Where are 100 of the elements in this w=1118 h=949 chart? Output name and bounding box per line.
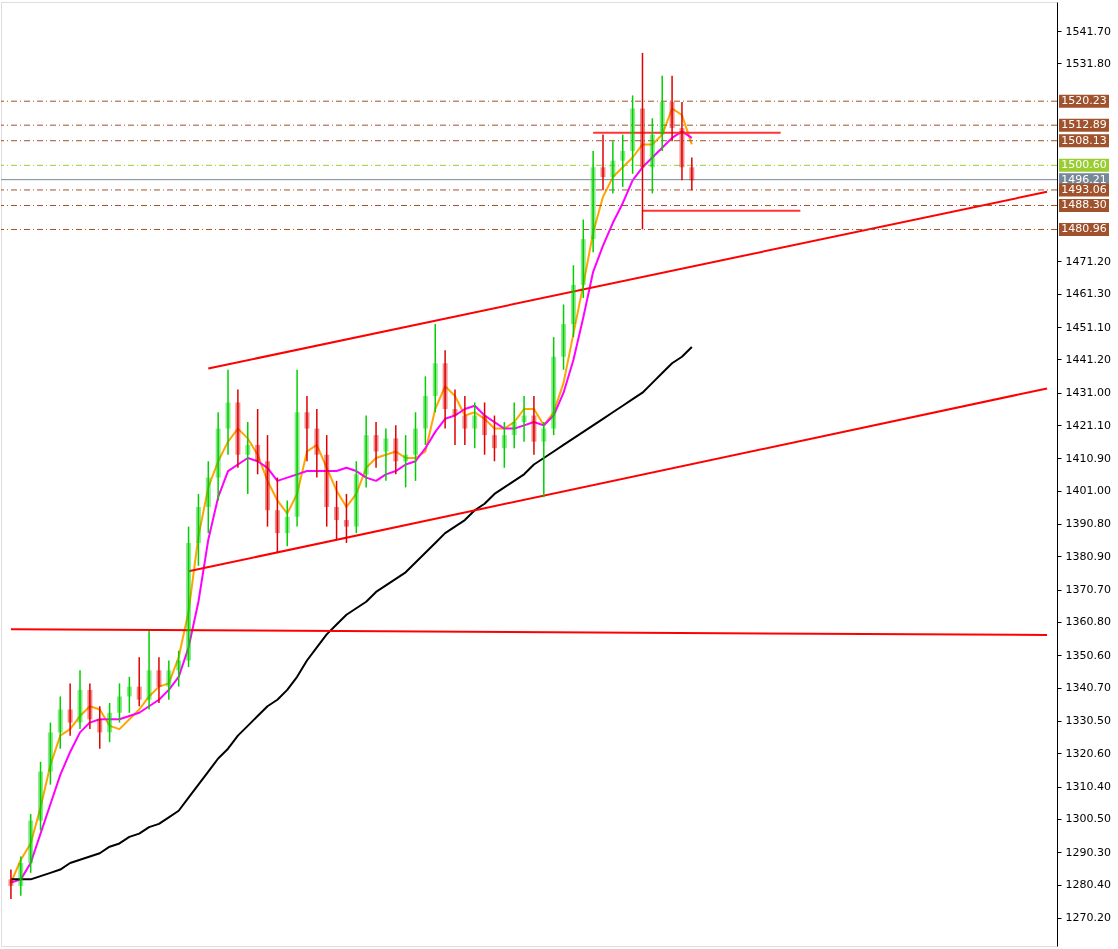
ref-line-label: 1512.89 bbox=[1061, 118, 1107, 132]
y-tick-label: 1421.10 bbox=[1065, 418, 1111, 432]
candlestick bbox=[235, 388, 241, 469]
y-tick-label: 1401.00 bbox=[1065, 484, 1111, 498]
candlestick bbox=[610, 140, 616, 195]
y-tick-label: 1380.90 bbox=[1065, 549, 1111, 563]
candlestick bbox=[630, 94, 636, 175]
y-tick-label: 1441.20 bbox=[1065, 352, 1111, 366]
candlestick bbox=[511, 401, 517, 449]
y-tick-label: 1330.50 bbox=[1065, 714, 1111, 728]
candlestick bbox=[334, 480, 340, 541]
candlestick bbox=[18, 855, 24, 897]
candlestick bbox=[284, 499, 290, 547]
candlestick bbox=[561, 303, 567, 371]
y-tick-label: 1431.00 bbox=[1065, 386, 1111, 400]
candlestick bbox=[215, 411, 221, 502]
candlestick bbox=[363, 414, 369, 489]
y-tick-label: 1320.60 bbox=[1065, 746, 1111, 760]
y-tick-label: 1270.20 bbox=[1065, 911, 1111, 925]
candlestick bbox=[8, 868, 14, 900]
ref-line-label: 1520.23 bbox=[1061, 94, 1107, 108]
candlestick bbox=[383, 427, 389, 482]
candlestick bbox=[205, 460, 211, 534]
candlestick bbox=[432, 323, 438, 414]
candlestick bbox=[324, 434, 330, 528]
ref-line-label: 1508.13 bbox=[1061, 133, 1107, 147]
y-tick-label: 1290.30 bbox=[1065, 845, 1111, 859]
candlestick bbox=[472, 401, 478, 449]
candlestick bbox=[136, 656, 142, 707]
candlestick bbox=[403, 434, 409, 489]
y-tick-label: 1390.80 bbox=[1065, 517, 1111, 531]
candlestick bbox=[541, 421, 547, 498]
candlestick bbox=[501, 421, 507, 469]
candlestick bbox=[551, 336, 557, 436]
candlestick bbox=[343, 493, 349, 544]
candlestick bbox=[639, 52, 645, 231]
candlestick bbox=[353, 460, 359, 534]
candlestick bbox=[442, 349, 448, 430]
candlestick bbox=[679, 101, 685, 182]
candlestick bbox=[97, 705, 103, 750]
y-tick-label: 1531.80 bbox=[1065, 56, 1111, 70]
candlestick bbox=[314, 408, 320, 479]
candlestick bbox=[669, 75, 675, 142]
candlestick bbox=[38, 761, 44, 832]
y-tick-label: 1541.70 bbox=[1065, 24, 1111, 38]
ref-line-label: 1480.96 bbox=[1061, 222, 1107, 236]
ref-line-label: 1493.06 bbox=[1061, 182, 1107, 196]
candlestick bbox=[600, 133, 606, 191]
y-tick-label: 1350.60 bbox=[1065, 648, 1111, 662]
candlestick bbox=[47, 721, 53, 786]
ref-line-label: 1500.60 bbox=[1061, 158, 1107, 172]
candlestick bbox=[413, 411, 419, 482]
candlestick bbox=[274, 476, 280, 554]
candlestick bbox=[531, 395, 537, 456]
y-tick-label: 1310.40 bbox=[1065, 780, 1111, 794]
ref-line-label: 1488.30 bbox=[1061, 198, 1107, 212]
candlestick bbox=[393, 424, 399, 476]
candlestick bbox=[422, 375, 428, 446]
candlestick bbox=[126, 676, 132, 714]
y-tick-label: 1410.90 bbox=[1065, 451, 1111, 465]
candlestick bbox=[67, 682, 73, 737]
candlestick bbox=[373, 421, 379, 469]
candlestick bbox=[452, 388, 458, 446]
candlestick bbox=[521, 395, 527, 443]
y-tick-label: 1360.80 bbox=[1065, 615, 1111, 629]
candlestick bbox=[265, 434, 270, 528]
candlestick bbox=[146, 630, 152, 711]
candlestick bbox=[156, 656, 162, 704]
candlestick bbox=[166, 659, 172, 701]
candlestick bbox=[176, 649, 182, 688]
candlestick bbox=[491, 414, 497, 463]
candlestick bbox=[107, 702, 113, 743]
candlestick bbox=[28, 813, 34, 874]
candlestick bbox=[580, 218, 586, 299]
candlestick bbox=[590, 150, 596, 253]
candlestick bbox=[294, 369, 300, 528]
candlestick bbox=[689, 156, 695, 191]
candlestick bbox=[186, 525, 192, 668]
candlestick bbox=[245, 421, 251, 495]
candlestick bbox=[462, 395, 468, 446]
candlestick bbox=[620, 133, 626, 188]
y-tick-label: 1451.10 bbox=[1065, 320, 1111, 334]
candlestick bbox=[77, 669, 83, 730]
y-tick-label: 1280.40 bbox=[1065, 878, 1111, 892]
y-tick-label: 1370.70 bbox=[1065, 583, 1111, 597]
y-tick-label: 1471.20 bbox=[1065, 254, 1111, 268]
candlestick bbox=[87, 682, 93, 730]
y-tick-label: 1461.30 bbox=[1065, 287, 1111, 301]
candlestick bbox=[304, 395, 310, 463]
candlestick bbox=[57, 695, 63, 750]
candlestick bbox=[659, 75, 665, 152]
candlestick bbox=[649, 117, 655, 195]
candlestick bbox=[570, 264, 576, 338]
candlestick bbox=[255, 408, 261, 476]
candlestick bbox=[482, 401, 488, 456]
candlestick bbox=[225, 369, 231, 456]
ref-line-label: 1496.21 bbox=[1061, 172, 1107, 186]
candlestick bbox=[195, 493, 201, 567]
y-tick-label: 1300.50 bbox=[1065, 812, 1111, 826]
candlestick bbox=[116, 682, 122, 724]
